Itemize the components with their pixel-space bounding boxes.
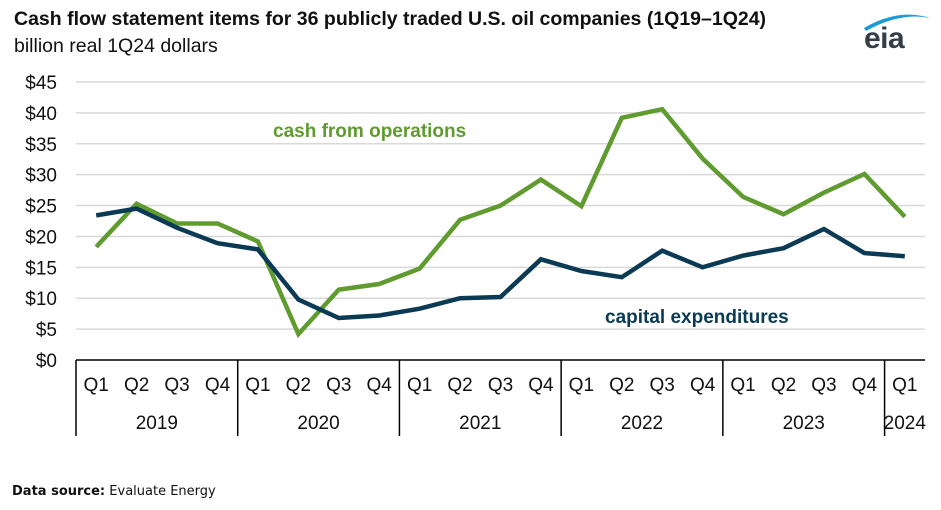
y-tick-label: $35 (25, 135, 57, 156)
y-tick-label: $15 (25, 258, 57, 279)
data-source-value: Evaluate Energy (109, 484, 216, 499)
y-tick-label: $0 (36, 351, 57, 372)
x-tick-label: Q1 (407, 375, 432, 396)
series-lines (94, 106, 907, 339)
chart-subtitle: billion real 1Q24 dollars (14, 35, 218, 57)
year-label: 2022 (621, 413, 663, 434)
x-tick-label: Q1 (245, 375, 270, 396)
series-label-cash-from-operations: cash from operations (273, 121, 466, 142)
y-tick-label: $5 (36, 320, 57, 341)
x-tick-label: Q4 (205, 375, 231, 396)
series-label-capital-expenditures: capital expenditures (605, 307, 789, 328)
x-tick-label: Q2 (771, 375, 796, 396)
x-tick-label: Q3 (326, 375, 351, 396)
series-line-cash-from-operations (94, 106, 907, 339)
y-tick-label: $30 (25, 166, 57, 187)
data-source: Data source: Evaluate Energy (12, 484, 216, 499)
y-axis-ticks: $0 $5 $10 $15 $20 $25 $30 $35 $40 $45 (25, 73, 57, 372)
x-axis: Q1 Q2 Q3 Q4 Q1 Q2 Q3 Q4 Q1 Q2 Q3 Q4 Q1 Q2 Q3 Q4 Q1 Q2 Q3 Q4… (75, 359, 927, 436)
chart-title: Cash flow statement items for 36 publicl… (14, 8, 767, 30)
y-tick-label: $45 (25, 73, 57, 94)
y-tick-label: $25 (25, 197, 57, 218)
gridlines (76, 81, 925, 330)
x-tick-label: Q1 (84, 375, 109, 396)
x-tick-label: Q2 (609, 375, 634, 396)
x-tick-label: Q4 (367, 375, 393, 396)
x-tick-label: Q3 (650, 375, 675, 396)
x-tick-label: Q2 (447, 375, 472, 396)
x-tick-label: Q3 (164, 375, 189, 396)
year-label: 2019 (136, 413, 178, 434)
data-source-label: Data source: (12, 484, 106, 499)
x-tick-label: Q4 (852, 375, 878, 396)
x-tick-label: Q1 (892, 375, 917, 396)
x-tick-label: Q4 (690, 375, 716, 396)
x-tick-label: Q2 (286, 375, 311, 396)
y-tick-label: $40 (25, 104, 57, 125)
y-tick-label: $10 (25, 289, 57, 310)
x-tick-label: Q1 (569, 375, 594, 396)
eia-swoosh-icon (864, 14, 930, 31)
year-label: 2023 (783, 413, 825, 434)
x-tick-label: Q3 (811, 375, 836, 396)
x-tick-label: Q1 (730, 375, 755, 396)
eia-logo: eia (858, 6, 938, 55)
year-label: 2024 (884, 413, 927, 434)
year-label: 2021 (459, 413, 501, 434)
x-tick-label: Q3 (488, 375, 513, 396)
y-tick-label: $20 (25, 227, 57, 248)
year-label: 2020 (297, 413, 339, 434)
x-tick-label: Q2 (124, 375, 149, 396)
x-tick-label: Q4 (528, 375, 554, 396)
eia-logo-text: eia (864, 22, 905, 55)
